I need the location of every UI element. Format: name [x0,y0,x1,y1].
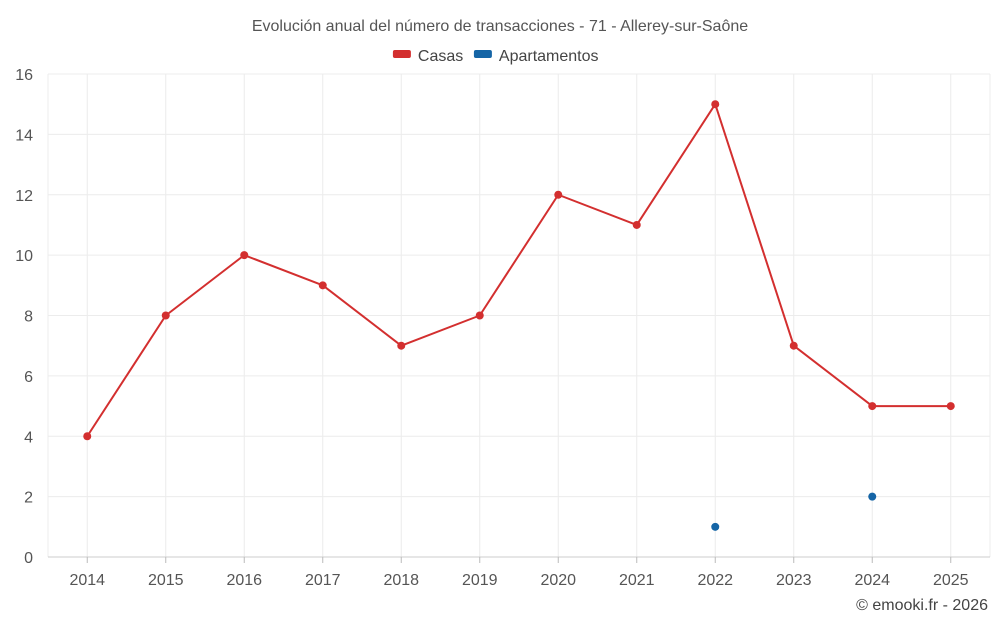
data-point-casas[interactable] [946,402,955,411]
data-point-casas[interactable] [711,100,720,109]
y-tick-label: 16 [15,67,33,84]
x-tick-label: 2019 [462,572,498,589]
axes: 0 2 4 6 8 10 12 14 16 2014 2015 2016 2017 2018 2019 202… [15,67,990,589]
legend-label: Casas [418,48,463,65]
y-tick-label: 12 [15,188,33,205]
y-tick-label: 14 [15,127,33,144]
y-tick-label: 8 [24,309,33,326]
x-tick-label: 2015 [148,572,184,589]
data-point-casas[interactable] [161,311,170,320]
data-point-casas[interactable] [632,220,641,229]
data-point-casas[interactable] [475,311,484,320]
legend-item-apartamentos[interactable]: Apartamentos [473,48,599,65]
data-point-casas[interactable] [554,190,563,199]
x-tick-label: 2014 [69,572,105,589]
x-tick-label: 2021 [619,572,655,589]
data-point-casas[interactable] [868,402,877,411]
y-tick-label: 4 [24,429,33,446]
data-point-casas[interactable] [789,341,798,350]
data-point-apartamentos[interactable] [711,522,720,531]
legend-swatch [473,50,492,58]
x-tick-label: 2018 [383,572,419,589]
data-point-casas[interactable] [318,281,327,290]
series-layer [83,100,955,531]
y-tick-label: 6 [24,369,33,386]
x-tick-label: 2023 [776,572,812,589]
x-tick-label: 2017 [305,572,341,589]
y-tick-label: 10 [15,248,33,265]
x-tick-label: 2020 [540,572,576,589]
x-tick-label: 2016 [226,572,262,589]
data-point-casas[interactable] [83,432,92,441]
data-point-casas[interactable] [240,251,249,260]
grid [47,73,991,558]
data-point-casas[interactable] [397,341,406,350]
x-tick-label: 2024 [854,572,890,589]
data-point-apartamentos[interactable] [868,492,877,501]
y-tick-label: 0 [24,550,33,567]
legend-label: Apartamentos [499,48,599,65]
legend: Casas Apartamentos [392,48,599,65]
series-line-casas [86,103,951,437]
chart-title: Evolución anual del número de transaccio… [252,18,748,35]
credit-text: © emooki.fr - 2026 [856,597,988,614]
legend-item-casas[interactable]: Casas [392,48,463,65]
x-tick-label: 2022 [697,572,733,589]
legend-swatch [392,50,411,58]
y-tick-label: 2 [24,490,33,507]
x-tick-label: 2025 [933,572,969,589]
